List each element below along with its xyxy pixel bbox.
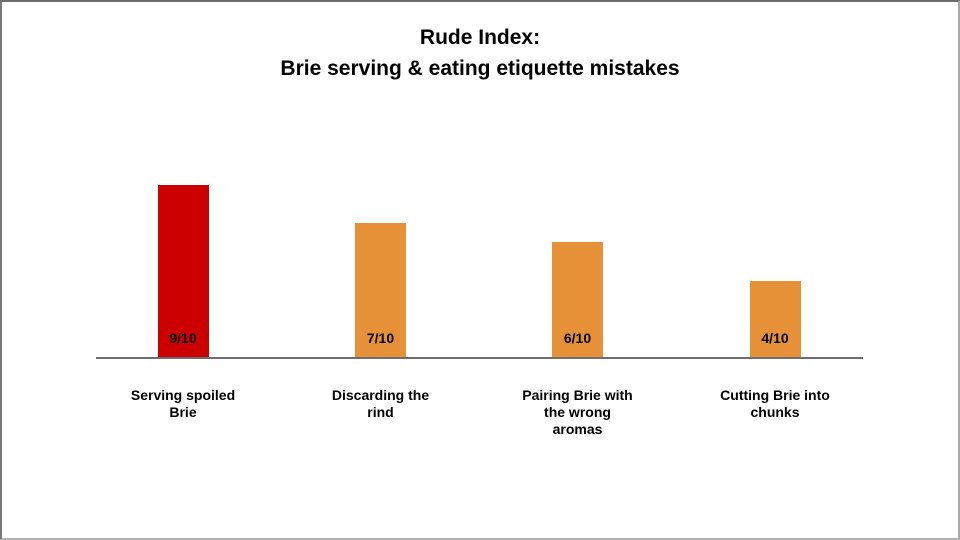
category-label: Serving spoiled Brie bbox=[130, 387, 236, 420]
chart-title: Rude Index: Brie serving & eating etique… bbox=[2, 22, 958, 84]
chart-title-line1: Rude Index: bbox=[419, 26, 541, 49]
bar-2: 7/10 bbox=[355, 223, 406, 357]
category-label: Cutting Brie into chunks bbox=[720, 387, 830, 420]
bar-3: 6/10 bbox=[552, 242, 603, 357]
bar-4: 4/10 bbox=[749, 281, 801, 357]
category-label: Pairing Brie with the wrong aromas bbox=[522, 387, 633, 437]
bar-value-label: 9/10 bbox=[169, 330, 197, 346]
bar-1: 9/10 bbox=[157, 185, 209, 357]
category-label: Discarding the rind bbox=[331, 387, 430, 420]
x-axis-line bbox=[96, 357, 863, 359]
bar-value-label: 6/10 bbox=[563, 330, 592, 346]
bar-value-label: 4/10 bbox=[761, 330, 789, 346]
chart-title-line2: Brie serving & eating etiquette mistakes bbox=[280, 57, 680, 80]
bar-value-label: 7/10 bbox=[366, 330, 395, 346]
